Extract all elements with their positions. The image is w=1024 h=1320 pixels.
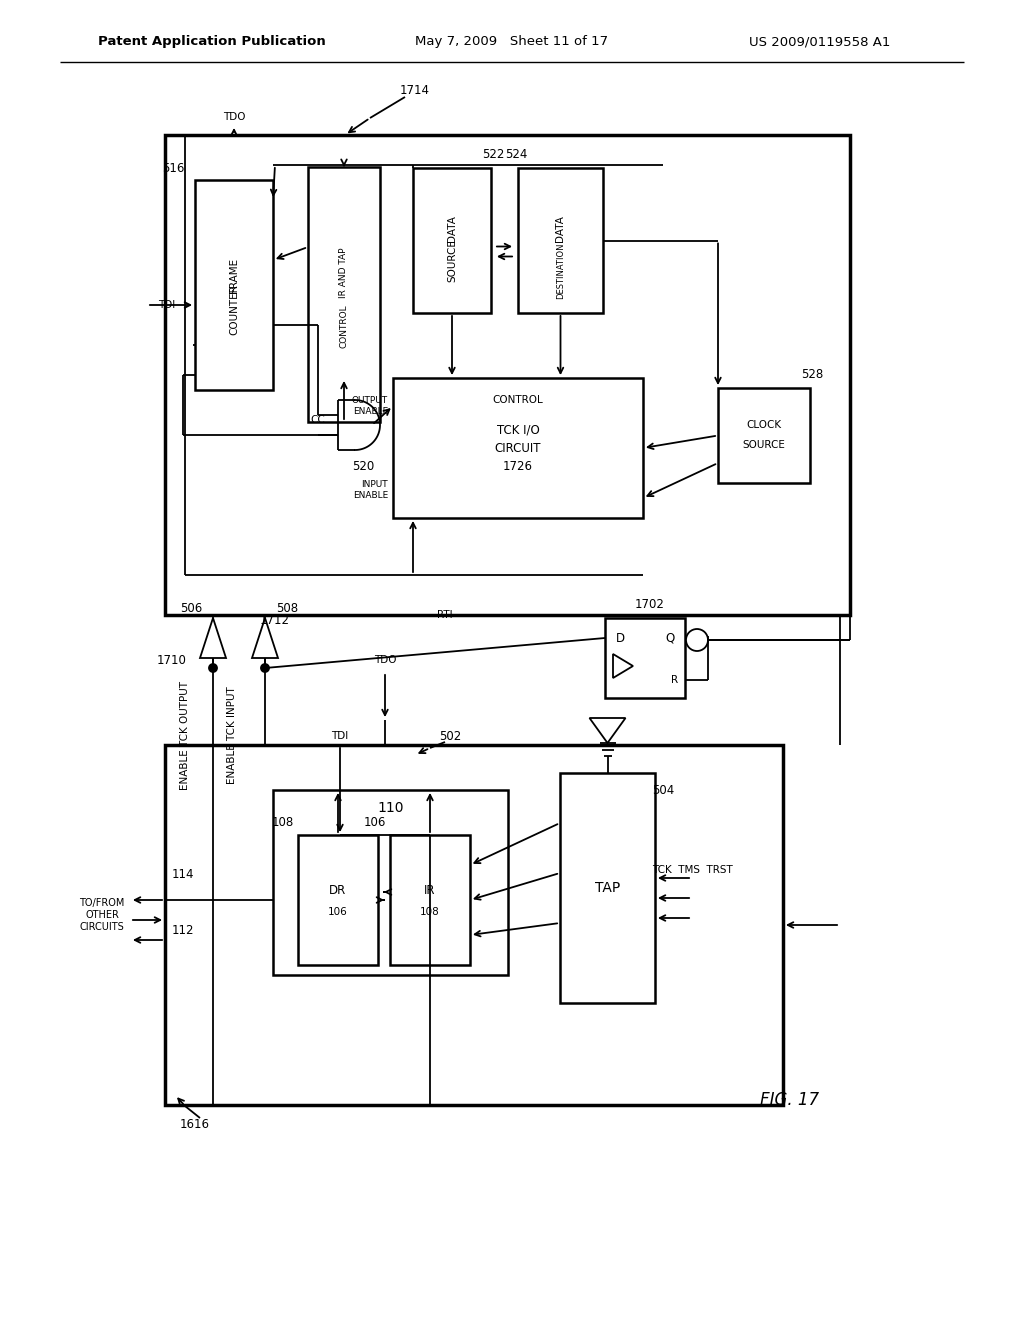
Polygon shape (590, 718, 626, 743)
Text: TDO: TDO (223, 112, 246, 121)
Text: 506: 506 (180, 602, 202, 615)
Bar (560, 774, 655, 1003)
Text: TDI: TDI (332, 731, 348, 741)
Text: 522: 522 (482, 148, 504, 161)
Text: FIG. 17: FIG. 17 (761, 1092, 819, 1109)
Text: IR: IR (424, 883, 436, 896)
Text: 1712: 1712 (260, 614, 290, 627)
Text: DR: DR (330, 883, 347, 896)
Bar (390, 836, 470, 965)
Text: INPUT
ENABLE: INPUT ENABLE (352, 480, 388, 500)
Bar (393, 378, 643, 517)
Text: SOURCE: SOURCE (447, 239, 457, 282)
Text: 108: 108 (420, 907, 440, 917)
Text: DATA: DATA (447, 215, 457, 242)
Text: 106: 106 (364, 817, 386, 829)
Text: 502: 502 (439, 730, 461, 742)
Bar (413, 168, 490, 313)
Text: 1714: 1714 (400, 83, 430, 96)
Bar (273, 789, 508, 975)
Bar (308, 168, 380, 422)
Text: 1702: 1702 (635, 598, 665, 610)
Text: US 2009/0119558 A1: US 2009/0119558 A1 (750, 36, 891, 49)
Text: DATA: DATA (555, 215, 565, 242)
Text: 1726: 1726 (503, 459, 534, 473)
Text: COUNTER: COUNTER (229, 285, 239, 335)
Text: FRAME: FRAME (229, 257, 239, 293)
Polygon shape (252, 618, 278, 657)
Circle shape (261, 664, 269, 672)
Text: CLOCK: CLOCK (746, 421, 781, 430)
Text: DESTINATION: DESTINATION (556, 243, 565, 298)
Bar (165, 744, 783, 1105)
Text: TO/FROM
OTHER
CIRCUITS: TO/FROM OTHER CIRCUITS (79, 899, 125, 932)
Text: CONTROL: CONTROL (493, 395, 544, 405)
Bar (165, 135, 850, 615)
Text: RTI: RTI (437, 610, 453, 620)
Bar (518, 168, 603, 313)
Text: 508: 508 (275, 602, 298, 615)
Text: ENABLE TCK OUTPUT: ENABLE TCK OUTPUT (180, 681, 190, 789)
Text: CC: CC (310, 414, 326, 425)
Text: OUTPUT
ENABLE: OUTPUT ENABLE (352, 396, 388, 416)
Text: May 7, 2009   Sheet 11 of 17: May 7, 2009 Sheet 11 of 17 (416, 36, 608, 49)
Text: 528: 528 (801, 367, 823, 380)
Text: 106: 106 (328, 907, 348, 917)
Bar (718, 388, 810, 483)
Circle shape (209, 664, 217, 672)
Bar (298, 836, 378, 965)
Text: 1616: 1616 (180, 1118, 210, 1131)
Text: TAP: TAP (595, 880, 621, 895)
Text: TDI: TDI (158, 300, 175, 310)
Text: SOURCE: SOURCE (742, 441, 785, 450)
Text: TDO: TDO (374, 655, 396, 665)
Text: 1710: 1710 (157, 653, 187, 667)
Text: 114: 114 (172, 869, 195, 882)
Text: 524: 524 (505, 148, 527, 161)
Polygon shape (613, 653, 633, 678)
Circle shape (686, 630, 708, 651)
Text: D: D (615, 631, 625, 644)
Text: TCK I/O: TCK I/O (497, 424, 540, 437)
Text: 504: 504 (652, 784, 674, 797)
Text: 520: 520 (352, 461, 374, 474)
Polygon shape (200, 618, 226, 657)
Text: 110: 110 (377, 801, 403, 814)
Text: TCK  TMS  TRST: TCK TMS TRST (651, 865, 732, 875)
Text: R: R (672, 675, 679, 685)
Text: 108: 108 (272, 817, 294, 829)
Bar (195, 180, 273, 389)
Bar (605, 618, 685, 698)
Text: 516: 516 (162, 161, 184, 174)
Text: CIRCUIT: CIRCUIT (495, 441, 542, 454)
Text: 112: 112 (172, 924, 195, 936)
Text: CONTROL: CONTROL (340, 305, 348, 348)
Text: Q: Q (666, 631, 675, 644)
Text: ENABLE TCK INPUT: ENABLE TCK INPUT (227, 686, 237, 784)
Text: Patent Application Publication: Patent Application Publication (98, 36, 326, 49)
Text: IR AND TAP: IR AND TAP (340, 247, 348, 298)
